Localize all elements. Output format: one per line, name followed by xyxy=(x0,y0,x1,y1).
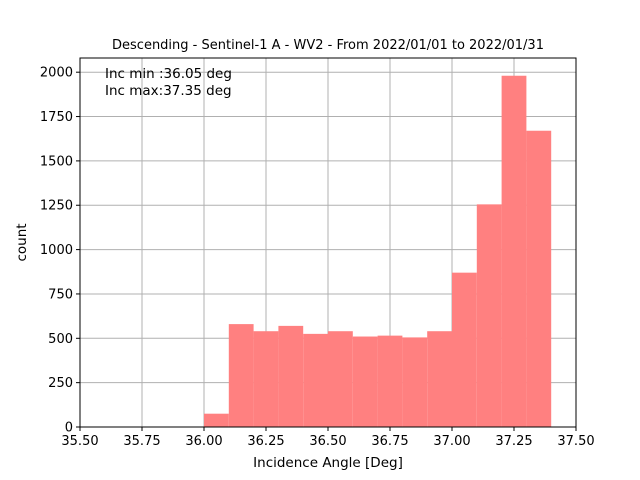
y-tick-label: 1250 xyxy=(40,199,73,214)
chart-title: Descending - Sentinel-1 A - WV2 - From 2… xyxy=(112,38,544,53)
y-axis-label: count xyxy=(14,223,30,261)
inc-min-annotation: Inc min :36.05 deg xyxy=(105,66,232,82)
y-tick-label: 2000 xyxy=(40,66,73,81)
x-tick-label: 36.25 xyxy=(247,434,284,449)
histogram-bar xyxy=(278,325,304,427)
x-tick-label: 35.75 xyxy=(123,434,160,449)
histogram-bar xyxy=(452,272,477,427)
x-axis-ticks: 35.50 35.75 36.00 36.25 36.50 36.75 37.00 37.25… xyxy=(61,427,595,449)
x-tick-label: 36.75 xyxy=(371,434,408,449)
x-tick-label: 37.00 xyxy=(433,434,470,449)
histogram-bar xyxy=(526,130,552,427)
y-tick-label: 0 xyxy=(65,421,73,436)
y-tick-label: 750 xyxy=(48,287,73,302)
y-tick-label: 500 xyxy=(48,332,73,347)
histogram-bar xyxy=(427,331,452,427)
y-tick-label: 1750 xyxy=(40,110,73,125)
histogram-bar xyxy=(377,335,403,427)
inc-max-annotation: Inc max:37.35 deg xyxy=(105,83,232,99)
histogram-bar xyxy=(253,331,279,427)
histogram-bar xyxy=(352,336,378,427)
x-axis-label: Incidence Angle [Deg] xyxy=(253,455,403,471)
histogram-bar xyxy=(303,333,328,427)
y-tick-label: 1000 xyxy=(40,243,73,258)
x-tick-label: 35.50 xyxy=(61,434,98,449)
histogram-bar xyxy=(476,204,502,427)
histogram-bar xyxy=(328,331,353,427)
histogram-bar xyxy=(402,337,428,427)
x-tick-label: 36.50 xyxy=(309,434,346,449)
y-tick-label: 1500 xyxy=(40,154,73,169)
histogram-bars xyxy=(204,75,552,427)
x-tick-label: 37.25 xyxy=(495,434,532,449)
y-axis-ticks: 0 250 500 750 1000 1250 1500 1750 2000 xyxy=(40,66,80,436)
x-tick-label: 37.50 xyxy=(557,434,594,449)
histogram-bar xyxy=(501,75,527,427)
histogram-bar xyxy=(228,324,254,427)
y-tick-label: 250 xyxy=(48,376,73,391)
histogram-bar xyxy=(204,413,229,427)
x-tick-label: 36.00 xyxy=(185,434,222,449)
